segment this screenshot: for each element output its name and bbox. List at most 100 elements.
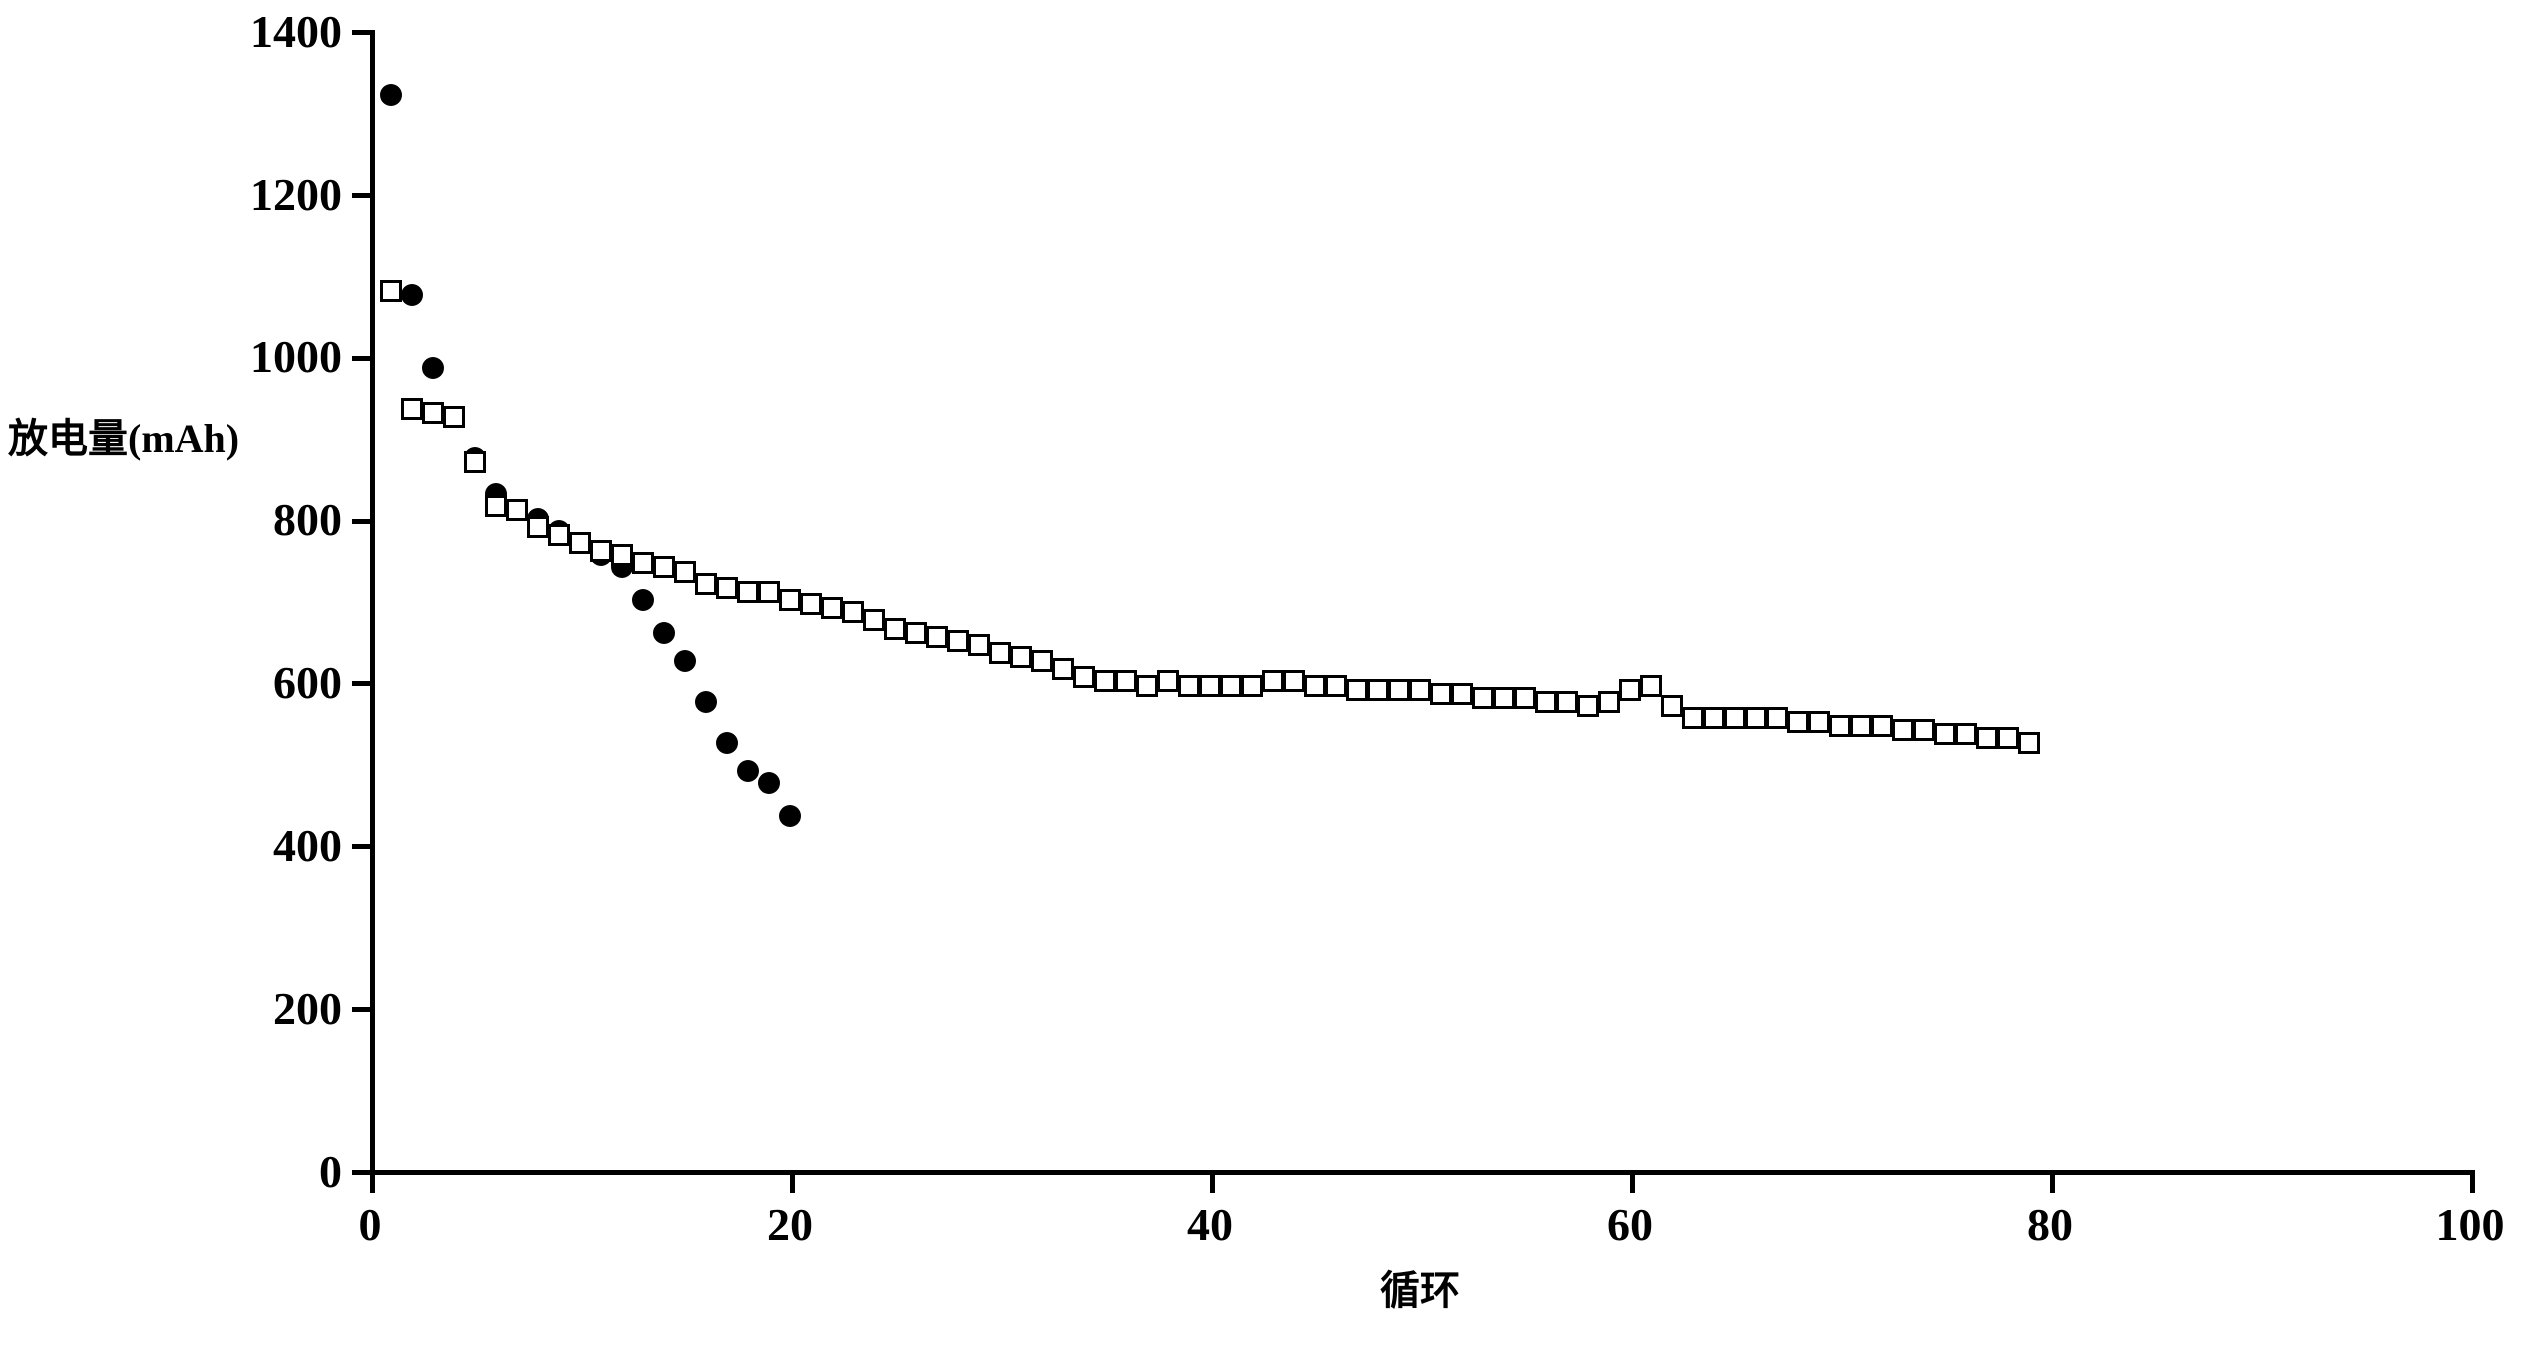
open-marker xyxy=(842,601,864,623)
open-marker xyxy=(1031,650,1053,672)
open-marker xyxy=(989,642,1011,664)
x-tick xyxy=(2050,1175,2055,1193)
x-tick xyxy=(790,1175,795,1193)
open-marker xyxy=(464,451,486,473)
open-marker xyxy=(1472,687,1494,709)
open-marker xyxy=(1514,687,1536,709)
open-marker xyxy=(905,622,927,644)
open-marker xyxy=(1682,707,1704,729)
y-tick xyxy=(352,681,370,686)
open-marker xyxy=(1409,679,1431,701)
open-marker xyxy=(443,406,465,428)
open-marker xyxy=(1787,711,1809,733)
y-tick xyxy=(352,1170,370,1175)
open-marker xyxy=(1703,707,1725,729)
open-marker xyxy=(380,280,402,302)
filled-marker xyxy=(695,691,717,713)
open-marker xyxy=(1829,715,1851,737)
y-tick xyxy=(352,193,370,198)
open-marker xyxy=(947,630,969,652)
open-marker xyxy=(1556,691,1578,713)
open-marker xyxy=(884,618,906,640)
open-marker xyxy=(1619,679,1641,701)
y-tick-label: 1000 xyxy=(212,330,342,383)
filled-marker xyxy=(422,357,444,379)
y-tick-label: 200 xyxy=(212,982,342,1035)
open-marker xyxy=(800,593,822,615)
open-marker xyxy=(821,597,843,619)
y-tick-label: 800 xyxy=(212,493,342,546)
open-marker xyxy=(611,544,633,566)
open-marker xyxy=(695,573,717,595)
open-marker xyxy=(1451,683,1473,705)
y-tick-label: 400 xyxy=(212,819,342,872)
filled-marker xyxy=(716,732,738,754)
open-marker xyxy=(1346,679,1368,701)
y-tick-label: 0 xyxy=(212,1145,342,1198)
open-marker xyxy=(758,581,780,603)
y-tick xyxy=(352,844,370,849)
x-tick xyxy=(370,1175,375,1193)
open-marker xyxy=(926,626,948,648)
y-tick xyxy=(352,519,370,524)
open-marker xyxy=(1871,715,1893,737)
filled-marker xyxy=(758,772,780,794)
open-marker xyxy=(1136,675,1158,697)
filled-marker xyxy=(653,622,675,644)
discharge-capacity-chart: 0204060801000200400600800100012001400循环放… xyxy=(0,0,2534,1358)
x-tick xyxy=(1210,1175,1215,1193)
filled-marker xyxy=(674,650,696,672)
y-tick xyxy=(352,356,370,361)
open-marker xyxy=(674,561,696,583)
x-tick-label: 60 xyxy=(1570,1198,1690,1251)
y-axis-label: 放电量(mAh) xyxy=(8,406,268,464)
open-marker xyxy=(1493,687,1515,709)
open-marker xyxy=(1724,707,1746,729)
filled-marker xyxy=(737,760,759,782)
open-marker xyxy=(422,402,444,424)
open-marker xyxy=(716,577,738,599)
open-marker xyxy=(2018,732,2040,754)
open-marker xyxy=(1073,666,1095,688)
x-tick xyxy=(1630,1175,1635,1193)
open-marker xyxy=(1094,670,1116,692)
open-marker xyxy=(1913,719,1935,741)
open-marker xyxy=(1010,646,1032,668)
open-marker xyxy=(1598,691,1620,713)
filled-marker xyxy=(401,284,423,306)
open-marker xyxy=(1640,675,1662,697)
open-marker xyxy=(1388,679,1410,701)
open-marker xyxy=(1430,683,1452,705)
open-marker xyxy=(1808,711,1830,733)
x-tick-label: 20 xyxy=(730,1198,850,1251)
x-tick xyxy=(2470,1175,2475,1193)
open-marker xyxy=(1535,691,1557,713)
y-tick xyxy=(352,30,370,35)
open-marker xyxy=(1892,719,1914,741)
open-marker xyxy=(653,556,675,578)
open-marker xyxy=(1934,723,1956,745)
open-marker xyxy=(1157,670,1179,692)
filled-marker xyxy=(380,84,402,106)
open-marker xyxy=(1283,670,1305,692)
open-marker xyxy=(1745,707,1767,729)
open-marker xyxy=(632,552,654,574)
filled-marker xyxy=(779,805,801,827)
open-marker xyxy=(1052,658,1074,680)
y-tick-label: 1200 xyxy=(212,168,342,221)
open-marker xyxy=(401,398,423,420)
x-tick-label: 100 xyxy=(2410,1198,2530,1251)
open-marker xyxy=(1955,723,1977,745)
open-marker xyxy=(1115,670,1137,692)
open-marker xyxy=(779,589,801,611)
open-marker xyxy=(1976,727,1998,749)
open-marker xyxy=(1367,679,1389,701)
open-marker xyxy=(527,516,549,538)
y-tick-label: 600 xyxy=(212,656,342,709)
y-axis-line xyxy=(370,30,375,1175)
open-marker xyxy=(1577,695,1599,717)
open-marker xyxy=(485,495,507,517)
open-marker xyxy=(1661,695,1683,717)
x-axis-label: 循环 xyxy=(1300,1258,1540,1316)
y-tick-label: 1400 xyxy=(212,5,342,58)
